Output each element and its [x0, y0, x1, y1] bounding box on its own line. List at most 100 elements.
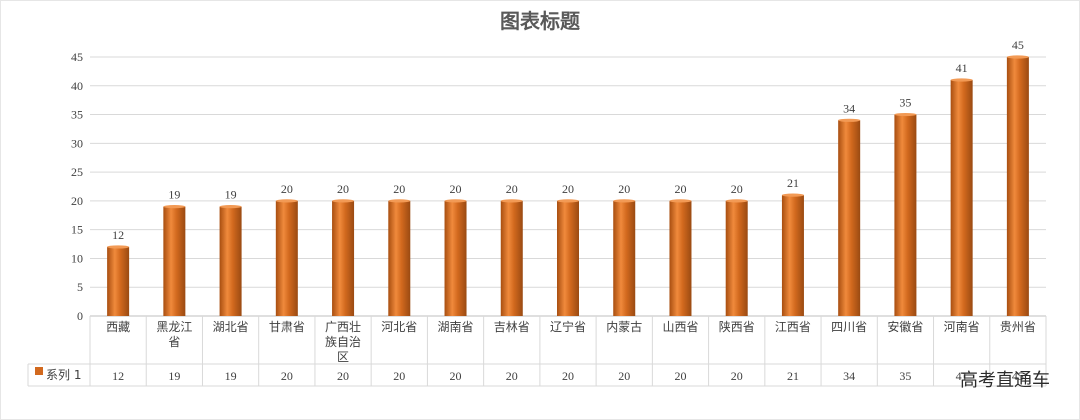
table-value: 35: [899, 369, 911, 383]
category-label: 黑龙江省: [156, 320, 192, 349]
bar-top: [219, 205, 242, 209]
table-value: 20: [393, 369, 405, 383]
table-value: 34: [843, 369, 855, 383]
y-tick-label: 10: [71, 251, 83, 265]
table-value: 20: [506, 369, 518, 383]
bar: [332, 200, 355, 316]
bar: [444, 200, 467, 316]
category-label: 西藏: [106, 320, 130, 334]
y-tick-label: 35: [71, 108, 83, 122]
table-value: 21: [787, 369, 799, 383]
bar-top: [500, 199, 523, 203]
data-label: 19: [168, 188, 180, 202]
bars: 12 19 19 20 20 20 20 20 20 20 20 20 21 34 35 41 45: [107, 38, 1029, 317]
table-value: 12: [112, 369, 124, 383]
gridlines: [90, 56, 1046, 317]
category-label: 贵州省: [1000, 320, 1036, 334]
bar-top: [725, 199, 748, 203]
category-label: 湖南省: [438, 319, 474, 334]
data-label: 20: [450, 182, 462, 196]
bar-top: [838, 118, 861, 122]
table-value: 20: [281, 369, 293, 383]
data-label: 20: [506, 182, 518, 196]
data-label: 34: [843, 101, 855, 115]
bar: [107, 246, 130, 316]
bar: [500, 200, 523, 316]
data-label: 41: [956, 61, 968, 75]
bar: [388, 200, 411, 316]
bar-top: [613, 199, 636, 203]
data-label: 45: [1012, 38, 1024, 52]
bar: [669, 200, 692, 316]
bar: [894, 114, 917, 316]
category-label: 甘肃省: [269, 320, 305, 334]
y-axis: 0 5 10 15 20 25 30 35 40 45: [71, 50, 83, 323]
y-tick-label: 5: [77, 280, 83, 294]
category-label: 河北省: [381, 320, 417, 334]
watermark-text: 高考直通车: [960, 370, 1050, 391]
table-value: 20: [562, 369, 574, 383]
data-table: 系列 1 西藏 12 黑龙江省 19 湖北省 19 甘肃省 20 广西壮族自治区 20 河北省 20 湖…: [27, 316, 1047, 387]
bar-top: [332, 199, 355, 203]
y-tick-label: 0: [77, 309, 83, 323]
bar-top: [557, 199, 579, 203]
data-label: 20: [337, 182, 349, 196]
bar-top: [163, 205, 186, 209]
data-label: 12: [112, 228, 124, 242]
data-label: 20: [562, 182, 574, 196]
data-label: 20: [674, 182, 686, 196]
bar-top: [669, 199, 692, 203]
y-tick-label: 20: [71, 194, 83, 208]
table-value: 20: [337, 369, 349, 383]
bar-top: [275, 199, 298, 203]
data-label: 20: [618, 182, 630, 196]
bar-top: [444, 199, 467, 203]
bar-top: [894, 112, 917, 117]
legend-key-series-1: [35, 367, 43, 375]
bar: [613, 200, 636, 316]
bar: [163, 206, 186, 316]
data-label: 35: [899, 96, 911, 110]
series-name: 系列 1: [46, 368, 81, 382]
table-value: 19: [168, 369, 180, 383]
table-value: 20: [674, 369, 686, 383]
category-label: 江西省: [775, 320, 811, 334]
table-value: 45: [1012, 369, 1024, 383]
category-label: 四川省: [831, 320, 867, 334]
y-tick-label: 15: [71, 223, 83, 237]
bar: [781, 195, 804, 316]
y-tick-label: 25: [71, 165, 83, 179]
y-tick-label: 30: [71, 136, 83, 150]
bar-top: [950, 78, 973, 82]
chart-title: 图表标题: [500, 9, 581, 33]
table-value: 41: [956, 369, 968, 383]
data-label: 19: [225, 188, 237, 202]
table-value: 20: [450, 369, 462, 383]
bar: [219, 206, 242, 316]
bar-top: [107, 245, 130, 249]
category-label: 湖北省: [213, 319, 249, 334]
y-tick-label: 45: [71, 50, 83, 64]
category-label: 河南省: [944, 319, 980, 334]
bar: [838, 120, 861, 316]
table-value: 19: [225, 369, 237, 383]
data-label: 20: [731, 182, 743, 196]
data-label: 20: [393, 182, 405, 196]
data-label: 20: [281, 182, 293, 196]
data-label: 21: [787, 176, 799, 190]
bar: [275, 200, 298, 316]
category-label: 内蒙古: [606, 319, 642, 334]
category-label: 吉林省: [494, 320, 530, 334]
bar-top: [1006, 55, 1029, 59]
bar-top: [781, 193, 804, 197]
bar: [557, 200, 579, 316]
category-label: 广西壮族自治区: [325, 320, 361, 364]
table-value: 20: [618, 369, 630, 383]
table-value: 20: [731, 369, 743, 383]
category-label: 山西省: [662, 320, 698, 334]
category-label: 安徽省: [887, 319, 923, 334]
bar: [1006, 57, 1029, 316]
category-label: 陕西省: [719, 319, 755, 334]
y-tick-label: 40: [71, 79, 83, 93]
